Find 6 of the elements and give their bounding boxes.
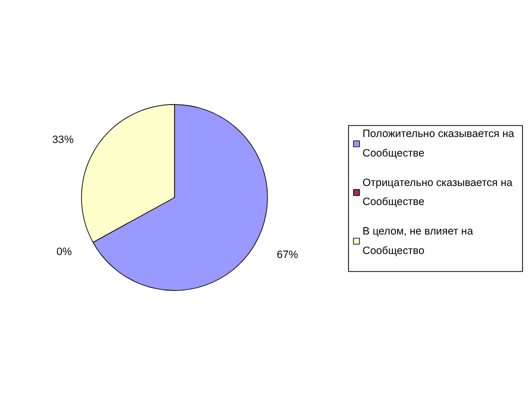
legend-label: Отрицательно сказывается на Сообществе [362,176,513,208]
data-label: 33% [52,134,74,146]
data-label: 67% [276,249,299,262]
legend-label: В целом, не влияет на Сообщество [362,226,474,257]
legend-label: Положительно сказывается на Сообществе [362,128,514,160]
text: 0% [56,246,72,258]
